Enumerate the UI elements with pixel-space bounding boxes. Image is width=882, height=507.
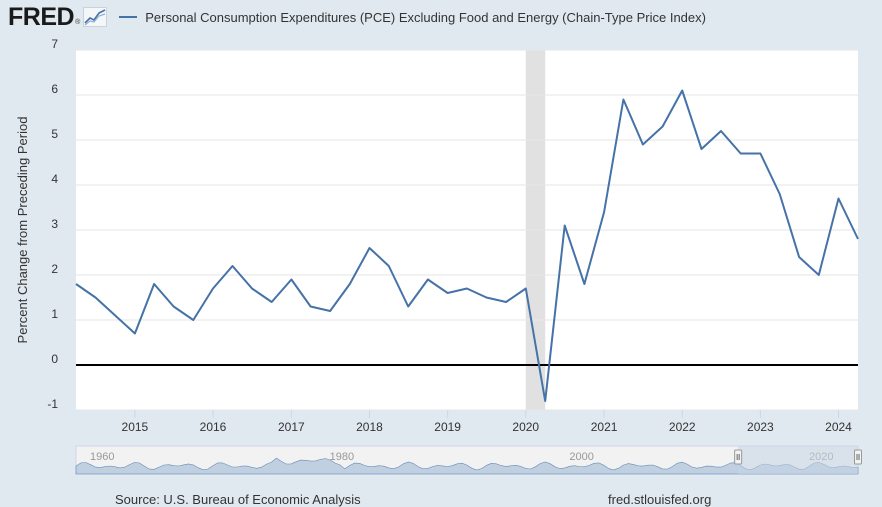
y-tick-label: 6 [51, 82, 58, 96]
y-tick-label: 0 [51, 352, 58, 366]
x-tick-label: 2022 [669, 420, 696, 434]
x-tick-label: 2023 [747, 420, 774, 434]
y-tick-label: 4 [51, 172, 58, 186]
site-link[interactable]: fred.stlouisfed.org [608, 492, 712, 507]
fred-logo-text: FRED [8, 2, 75, 31]
x-tick-label: 2015 [122, 420, 149, 434]
navigator-tick-label: 1980 [330, 451, 354, 463]
fred-logo[interactable]: FRED ® [8, 2, 108, 32]
y-tick-label: 5 [51, 127, 58, 141]
x-tick-label: 2020 [512, 420, 539, 434]
chart-header: FRED ® Personal Consumption Expenditures… [0, 0, 882, 34]
y-tick-label: 7 [51, 37, 58, 51]
x-tick-label: 2016 [200, 420, 227, 434]
navigator-tick-label: 2000 [569, 451, 593, 463]
y-tick-label: 2 [51, 262, 58, 276]
navigator-tick-label: 1960 [90, 451, 114, 463]
plot-area [75, 49, 859, 411]
x-tick-label: 2021 [591, 420, 618, 434]
x-tick-label: 2024 [825, 420, 852, 434]
registered-mark: ® [75, 18, 81, 26]
range-navigator[interactable]: 1960198020002020 [75, 445, 862, 475]
source-note: Source: U.S. Bureau of Economic Analysis [115, 492, 361, 507]
legend-series-label: Personal Consumption Expenditures (PCE) … [145, 9, 706, 25]
line-graph-icon [83, 7, 108, 27]
y-axis: 7 6 5 4 3 2 1 0 -1 [47, 37, 58, 411]
y-axis-label: Percent Change from Preceding Period [15, 117, 30, 344]
x-axis: 2015 2016 2017 2018 2019 2020 2021 2022 2023 2024 [122, 410, 852, 434]
y-tick-label: -1 [47, 397, 58, 411]
series-line [75, 89, 859, 402]
navigator-selection[interactable] [738, 446, 858, 474]
y-tick-label: 3 [51, 217, 58, 231]
y-tick-label: 1 [51, 307, 58, 321]
navigator-handle[interactable] [854, 449, 862, 465]
navigator-handle[interactable] [734, 449, 743, 465]
legend-swatch [119, 16, 138, 18]
x-tick-label: 2019 [434, 420, 461, 434]
chart-legend: Personal Consumption Expenditures (PCE) … [119, 10, 706, 25]
x-tick-label: 2017 [278, 420, 305, 434]
x-tick-label: 2018 [356, 420, 383, 434]
